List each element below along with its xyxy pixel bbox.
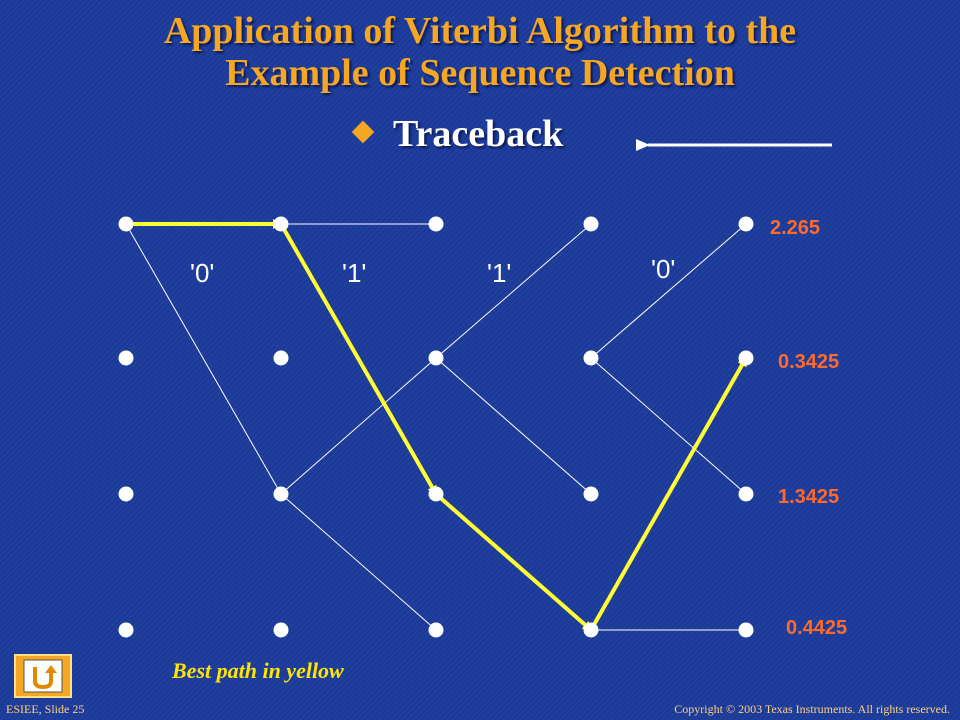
u-turn-icon (23, 659, 63, 693)
trellis-node (583, 350, 599, 366)
trellis-node (428, 622, 444, 638)
metric-state-2: 1.3425 (778, 486, 839, 508)
trellis-node (428, 216, 444, 232)
bit-label-3: '1' (487, 258, 511, 288)
trellis-node (583, 486, 599, 502)
trellis-branch (590, 223, 747, 359)
trellis-node (738, 486, 754, 502)
trellis-node (118, 216, 134, 232)
trellis-node (273, 486, 289, 502)
slide-title: Application of Viterbi Algorithm to the … (0, 10, 960, 94)
trellis-node (583, 216, 599, 232)
trellis-node (273, 350, 289, 366)
trellis-node (583, 622, 599, 638)
subtitle-text: Traceback (393, 113, 564, 155)
trellis-branch (280, 357, 437, 495)
bit-label-4: '0' (651, 254, 675, 284)
bit-label-1: '0' (190, 258, 214, 288)
title-line-1: Application of Viterbi Algorithm to the (163, 10, 797, 52)
trellis-nodes (118, 216, 754, 638)
trellis-branch (280, 493, 437, 631)
trellis-node (118, 486, 134, 502)
subtitle: Traceback (351, 112, 564, 156)
trellis-branch (435, 223, 592, 359)
trellis-node (118, 622, 134, 638)
title-line-2: Example of Sequence Detection (225, 52, 735, 94)
home-button[interactable] (14, 654, 72, 698)
trellis-node (428, 350, 444, 366)
best-path-caption: Best path in yellow (172, 658, 344, 683)
trellis-node (738, 350, 754, 366)
footer-copyright: Copyright © 2003 Texas Instruments. All … (674, 702, 950, 716)
metric-state-3: 0.4425 (786, 617, 847, 639)
bit-label-2: '1' (342, 258, 366, 288)
trellis-node (273, 216, 289, 232)
trellis-node (428, 486, 444, 502)
best-path (126, 219, 748, 632)
best-path-segment (279, 223, 438, 496)
trellis-branch (125, 223, 282, 495)
trellis-branch (435, 357, 592, 495)
metric-state-0: 2.265 (770, 217, 820, 239)
footer-slide-number: ESIEE, Slide 25 (6, 702, 85, 716)
trellis-branch (590, 357, 747, 495)
trellis-node (118, 350, 134, 366)
metric-state-1: 0.3425 (778, 351, 839, 373)
trellis-node (738, 216, 754, 232)
best-path-segment (434, 492, 593, 632)
trellis-node (273, 622, 289, 638)
trellis-branches (125, 223, 747, 631)
trellis-node (738, 622, 754, 638)
best-path-segment (589, 356, 748, 631)
